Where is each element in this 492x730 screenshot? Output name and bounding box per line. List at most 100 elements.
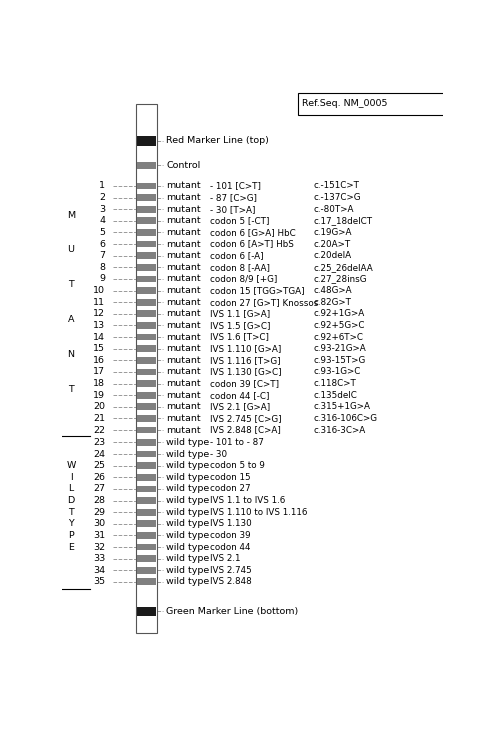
Text: I: I xyxy=(70,473,72,482)
Text: 25: 25 xyxy=(93,461,105,470)
Bar xyxy=(137,567,155,574)
Bar xyxy=(137,276,155,283)
Text: mutant: mutant xyxy=(166,356,201,365)
Bar xyxy=(137,607,155,616)
Text: mutant: mutant xyxy=(166,251,201,260)
Text: 34: 34 xyxy=(93,566,105,575)
Text: A: A xyxy=(68,315,74,324)
Bar xyxy=(137,161,155,169)
Text: IVS 1.110 to IVS 1.116: IVS 1.110 to IVS 1.116 xyxy=(210,507,308,517)
Text: 29: 29 xyxy=(93,507,105,517)
Text: c.316-106C>G: c.316-106C>G xyxy=(313,414,377,423)
Bar xyxy=(137,404,155,410)
Text: c.93-1G>C: c.93-1G>C xyxy=(313,367,361,377)
Text: W: W xyxy=(66,461,76,470)
Text: wild type: wild type xyxy=(166,496,210,505)
Text: c.-80T>A: c.-80T>A xyxy=(313,204,354,214)
Text: c.92+5G>C: c.92+5G>C xyxy=(313,321,365,330)
Text: c.20delA: c.20delA xyxy=(313,251,351,260)
Text: IVS 2.745 [C>G]: IVS 2.745 [C>G] xyxy=(210,414,282,423)
Text: IVS 2.745: IVS 2.745 xyxy=(210,566,252,575)
Text: mutant: mutant xyxy=(166,379,201,388)
Bar xyxy=(137,544,155,550)
Text: 33: 33 xyxy=(93,554,105,563)
Bar xyxy=(137,287,155,294)
Text: 32: 32 xyxy=(93,542,105,551)
Text: c.17_18delCT: c.17_18delCT xyxy=(313,216,372,226)
Text: wild type: wild type xyxy=(166,473,210,482)
Text: T: T xyxy=(68,280,74,289)
Text: codon 8/9 [+G]: codon 8/9 [+G] xyxy=(210,274,277,283)
Text: - 101 to - 87: - 101 to - 87 xyxy=(210,438,264,447)
Text: 13: 13 xyxy=(93,321,105,330)
Text: wild type: wild type xyxy=(166,531,210,540)
Text: wild type: wild type xyxy=(166,577,210,586)
Text: c.118C>T: c.118C>T xyxy=(313,379,356,388)
Text: 1: 1 xyxy=(99,182,105,191)
Text: c.25_26delAA: c.25_26delAA xyxy=(313,263,373,272)
Bar xyxy=(137,439,155,446)
Text: 2: 2 xyxy=(99,193,105,202)
Text: 28: 28 xyxy=(93,496,105,505)
Text: wild type: wild type xyxy=(166,485,210,493)
Text: mutant: mutant xyxy=(166,216,201,226)
Text: 4: 4 xyxy=(99,216,105,226)
Text: c.27_28insG: c.27_28insG xyxy=(313,274,367,283)
Text: codon 27 [G>T] Knossos: codon 27 [G>T] Knossos xyxy=(210,298,319,307)
Bar xyxy=(137,556,155,562)
Text: c.-137C>G: c.-137C>G xyxy=(313,193,361,202)
Text: wild type: wild type xyxy=(166,542,210,551)
Bar xyxy=(137,509,155,515)
Bar xyxy=(137,310,155,317)
Text: T: T xyxy=(68,507,74,517)
Text: wild type: wild type xyxy=(166,461,210,470)
Bar xyxy=(137,415,155,422)
Text: mutant: mutant xyxy=(166,263,201,272)
Text: IVS 1.130: IVS 1.130 xyxy=(210,519,252,529)
Text: wild type: wild type xyxy=(166,554,210,563)
Bar xyxy=(137,299,155,306)
Text: wild type: wild type xyxy=(166,566,210,575)
Bar xyxy=(137,532,155,539)
Text: P: P xyxy=(68,531,74,540)
Bar xyxy=(298,93,458,115)
Bar xyxy=(137,229,155,236)
Text: 6: 6 xyxy=(99,239,105,249)
Text: c.135delC: c.135delC xyxy=(313,391,357,399)
Bar xyxy=(137,334,155,340)
Text: IVS 2.848: IVS 2.848 xyxy=(210,577,252,586)
Text: Ref.Seq. NM_0005: Ref.Seq. NM_0005 xyxy=(302,99,387,108)
Text: mutant: mutant xyxy=(166,402,201,411)
Text: 11: 11 xyxy=(93,298,105,307)
Text: wild type: wild type xyxy=(166,450,210,458)
Text: 20: 20 xyxy=(93,402,105,411)
Text: IVS 1.6 [T>C]: IVS 1.6 [T>C] xyxy=(210,333,269,342)
Text: mutant: mutant xyxy=(166,193,201,202)
Text: mutant: mutant xyxy=(166,414,201,423)
Bar xyxy=(137,253,155,259)
Text: mutant: mutant xyxy=(166,321,201,330)
Text: 26: 26 xyxy=(93,473,105,482)
Text: U: U xyxy=(67,245,74,254)
Text: c.92+1G>A: c.92+1G>A xyxy=(313,310,365,318)
Text: 19: 19 xyxy=(93,391,105,399)
Text: N: N xyxy=(67,350,74,359)
Text: c.48G>A: c.48G>A xyxy=(313,286,352,295)
Bar xyxy=(137,380,155,387)
Text: codon 27: codon 27 xyxy=(210,485,251,493)
Text: Red Marker Line (top): Red Marker Line (top) xyxy=(166,137,269,145)
Bar xyxy=(137,369,155,375)
Text: codon 6 [-A]: codon 6 [-A] xyxy=(210,251,264,260)
Text: - 87 [C>G]: - 87 [C>G] xyxy=(210,193,257,202)
Text: wild type: wild type xyxy=(166,507,210,517)
Bar xyxy=(137,485,155,492)
Text: c.93-15T>G: c.93-15T>G xyxy=(313,356,366,365)
Bar xyxy=(137,241,155,247)
Text: c.20A>T: c.20A>T xyxy=(313,239,350,249)
Text: mutant: mutant xyxy=(166,239,201,249)
Bar xyxy=(137,182,155,189)
Text: codon 44: codon 44 xyxy=(210,542,251,551)
Bar xyxy=(137,322,155,328)
Text: mutant: mutant xyxy=(166,286,201,295)
Text: 5: 5 xyxy=(99,228,105,237)
